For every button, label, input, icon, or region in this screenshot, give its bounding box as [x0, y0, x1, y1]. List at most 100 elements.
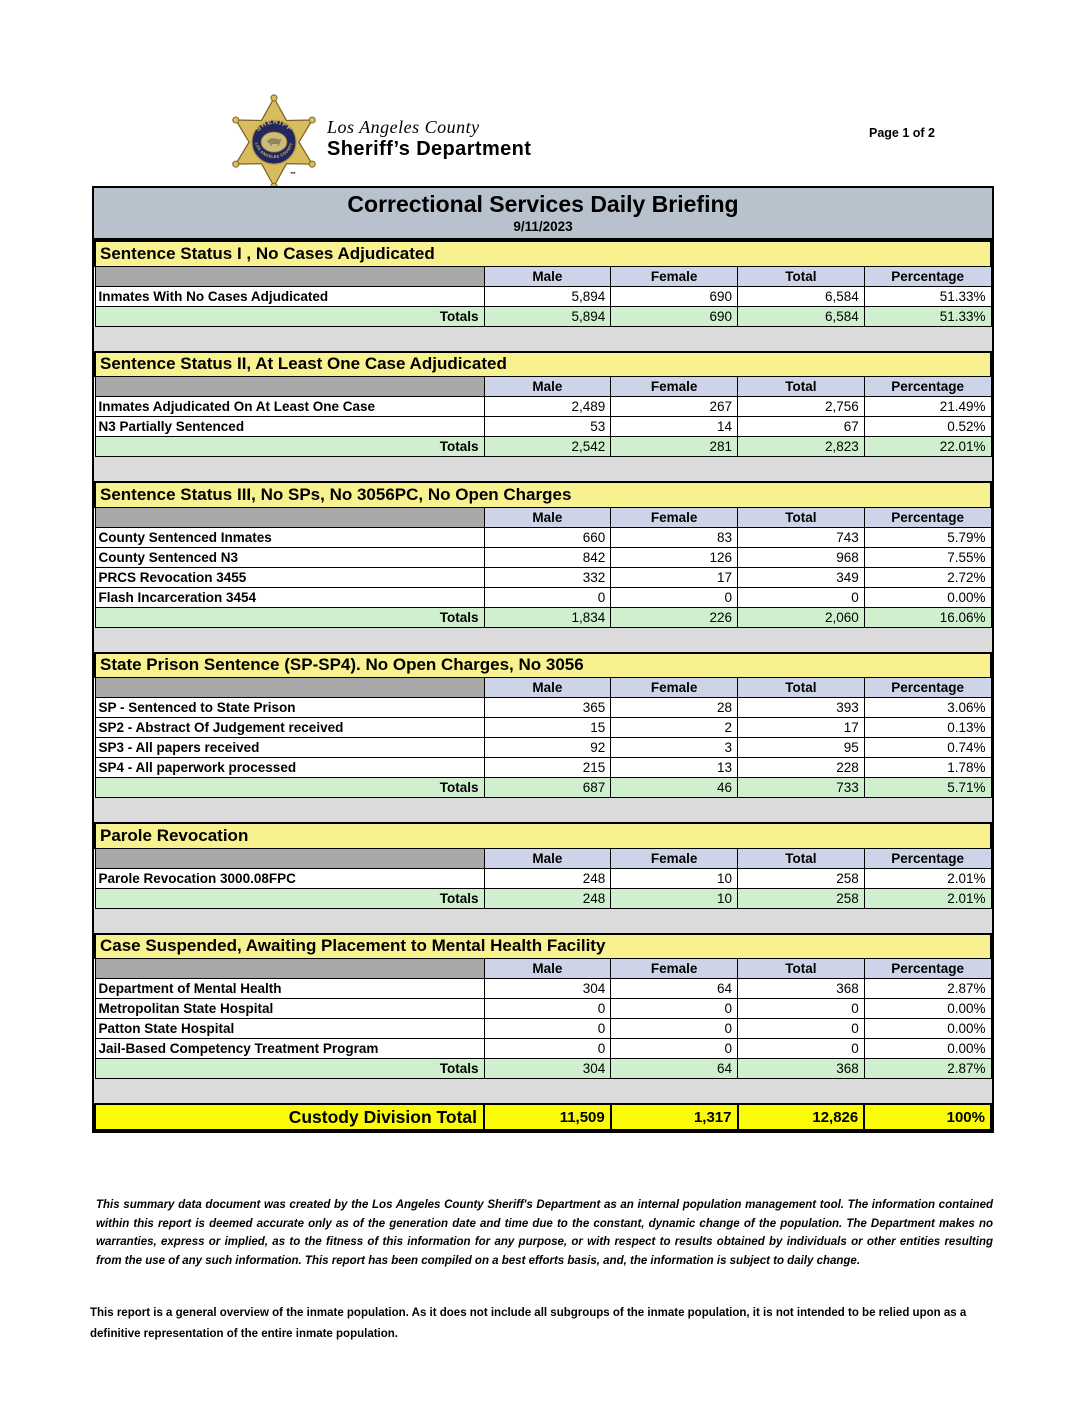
- row-label: SP2 - Abstract Of Judgement received: [94, 717, 485, 738]
- column-header-male: Male: [483, 677, 612, 698]
- data-row: Patton State Hospital 0 0 0 0.00%: [94, 1018, 992, 1039]
- column-header-male: Male: [483, 958, 612, 979]
- cell-female: 0: [610, 586, 738, 608]
- section-header: Case Suspended, Awaiting Placement to Me…: [94, 932, 992, 959]
- row-label: PRCS Revocation 3455: [94, 566, 485, 588]
- totals-label: Totals: [94, 1058, 485, 1079]
- column-header-total: Total: [737, 376, 865, 397]
- totals-row: Totals 1,834 226 2,060 16.06%: [94, 606, 992, 628]
- totals-percentage: 16.06%: [863, 606, 992, 628]
- totals-female: 281: [610, 436, 738, 457]
- trademark-mark: ™: [290, 172, 296, 178]
- cell-percentage: 0.74%: [863, 737, 992, 758]
- grand-total-male: 11,509: [483, 1103, 612, 1131]
- cell-percentage: 3.06%: [863, 697, 992, 718]
- totals-female: 226: [610, 606, 738, 628]
- cell-percentage: 21.49%: [863, 396, 992, 417]
- cell-total: 95: [737, 737, 865, 758]
- row-label: County Sentenced N3: [94, 546, 485, 568]
- daily-briefing-report: Correctional Services Daily Briefing 9/1…: [92, 186, 994, 1133]
- row-label: Metropolitan State Hospital: [94, 998, 485, 1019]
- section-header: Sentence Status II, At Least One Case Ad…: [94, 350, 992, 377]
- cell-male: 2,489: [483, 396, 612, 417]
- row-label: Flash Incarceration 3454: [94, 586, 485, 608]
- totals-percentage: 51.33%: [863, 305, 992, 327]
- row-label: County Sentenced Inmates: [94, 526, 485, 548]
- column-header-row: Male Female Total Percentage: [94, 506, 992, 528]
- totals-male: 1,834: [483, 606, 612, 628]
- row-label: Inmates With No Cases Adjudicated: [94, 285, 485, 307]
- column-header-row: Male Female Total Percentage: [94, 265, 992, 287]
- column-header-spacer: [94, 847, 485, 869]
- column-header-row: Male Female Total Percentage: [94, 677, 992, 698]
- cell-percentage: 2.87%: [863, 978, 992, 999]
- totals-female: 10: [610, 887, 738, 909]
- cell-total: 368: [737, 978, 865, 999]
- cell-male: 0: [483, 998, 612, 1019]
- section-table-6: Case Suspended, Awaiting Placement to Me…: [94, 932, 992, 1079]
- column-header-percentage: Percentage: [863, 376, 992, 397]
- cell-percentage: 1.78%: [863, 757, 992, 778]
- overview-note-text: This report is a general overview of the…: [90, 1307, 967, 1340]
- cell-total: 17: [737, 717, 865, 738]
- cell-total: 0: [737, 586, 865, 608]
- cell-female: 267: [610, 396, 738, 417]
- column-header-male: Male: [483, 376, 612, 397]
- section-header-row: Case Suspended, Awaiting Placement to Me…: [94, 932, 992, 959]
- cell-total: 67: [737, 416, 865, 437]
- cell-female: 0: [610, 998, 738, 1019]
- logo-county-line: Los Angeles County: [327, 117, 480, 137]
- section-header-row: Parole Revocation: [94, 822, 992, 849]
- cell-total: 743: [737, 526, 865, 548]
- totals-male: 304: [483, 1058, 612, 1079]
- totals-total: 2,823: [737, 436, 865, 457]
- section-table-3: Sentence Status III, No SPs, No 3056PC, …: [94, 481, 992, 628]
- data-row: Inmates With No Cases Adjudicated 5,894 69…: [94, 285, 992, 307]
- column-header-female: Female: [610, 958, 738, 979]
- cell-total: 0: [737, 998, 865, 1019]
- cell-female: 17: [610, 566, 738, 588]
- cell-male: 53: [483, 416, 612, 437]
- cell-female: 13: [610, 757, 738, 778]
- cell-percentage: 51.33%: [863, 285, 992, 307]
- cell-total: 228: [737, 757, 865, 778]
- report-title: Correctional Services Daily Briefing: [347, 191, 739, 217]
- cell-percentage: 0.00%: [863, 1038, 992, 1059]
- cell-female: 83: [610, 526, 738, 548]
- cell-percentage: 0.00%: [863, 1018, 992, 1039]
- totals-total: 2,060: [737, 606, 865, 628]
- totals-male: 248: [483, 887, 612, 909]
- totals-total: 733: [737, 777, 865, 798]
- cell-total: 258: [737, 867, 865, 889]
- data-row: County Sentenced Inmates 660 83 743 5.79%: [94, 526, 992, 548]
- badge-bear: [266, 138, 282, 146]
- cell-male: 15: [483, 717, 612, 738]
- cell-total: 349: [737, 566, 865, 588]
- cell-total: 2,756: [737, 396, 865, 417]
- data-row: N3 Partially Sentenced 53 14 67 0.52%: [94, 416, 992, 437]
- cell-total: 6,584: [737, 285, 865, 307]
- column-header-percentage: Percentage: [863, 506, 992, 528]
- column-header-percentage: Percentage: [863, 677, 992, 698]
- section-header-row: Sentence Status II, At Least One Case Ad…: [94, 350, 992, 377]
- row-label: SP - Sentenced to State Prison: [94, 697, 485, 718]
- row-label: Department of Mental Health: [94, 978, 485, 999]
- page-number-label: Page 1 of 2: [869, 126, 935, 140]
- data-row: Metropolitan State Hospital 0 0 0 0.00%: [94, 998, 992, 1019]
- report-sections: Sentence Status I , No Cases Adjudicated…: [94, 240, 992, 1079]
- custody-division-total-row: Custody Division Total 11,509 1,317 12,8…: [94, 1103, 992, 1131]
- cell-percentage: 0.13%: [863, 717, 992, 738]
- column-header-total: Total: [737, 265, 865, 287]
- report-date: 9/11/2023: [513, 219, 573, 234]
- column-header-total: Total: [737, 677, 865, 698]
- totals-male: 687: [483, 777, 612, 798]
- data-row: County Sentenced N3 842 126 968 7.55%: [94, 546, 992, 568]
- cell-female: 0: [610, 1018, 738, 1039]
- cell-female: 690: [610, 285, 738, 307]
- column-header-total: Total: [737, 506, 865, 528]
- row-label: SP3 - All papers received: [94, 737, 485, 758]
- section-header: Parole Revocation: [94, 822, 992, 849]
- cell-female: 64: [610, 978, 738, 999]
- row-label: Inmates Adjudicated On At Least One Case: [94, 396, 485, 417]
- cell-female: 10: [610, 867, 738, 889]
